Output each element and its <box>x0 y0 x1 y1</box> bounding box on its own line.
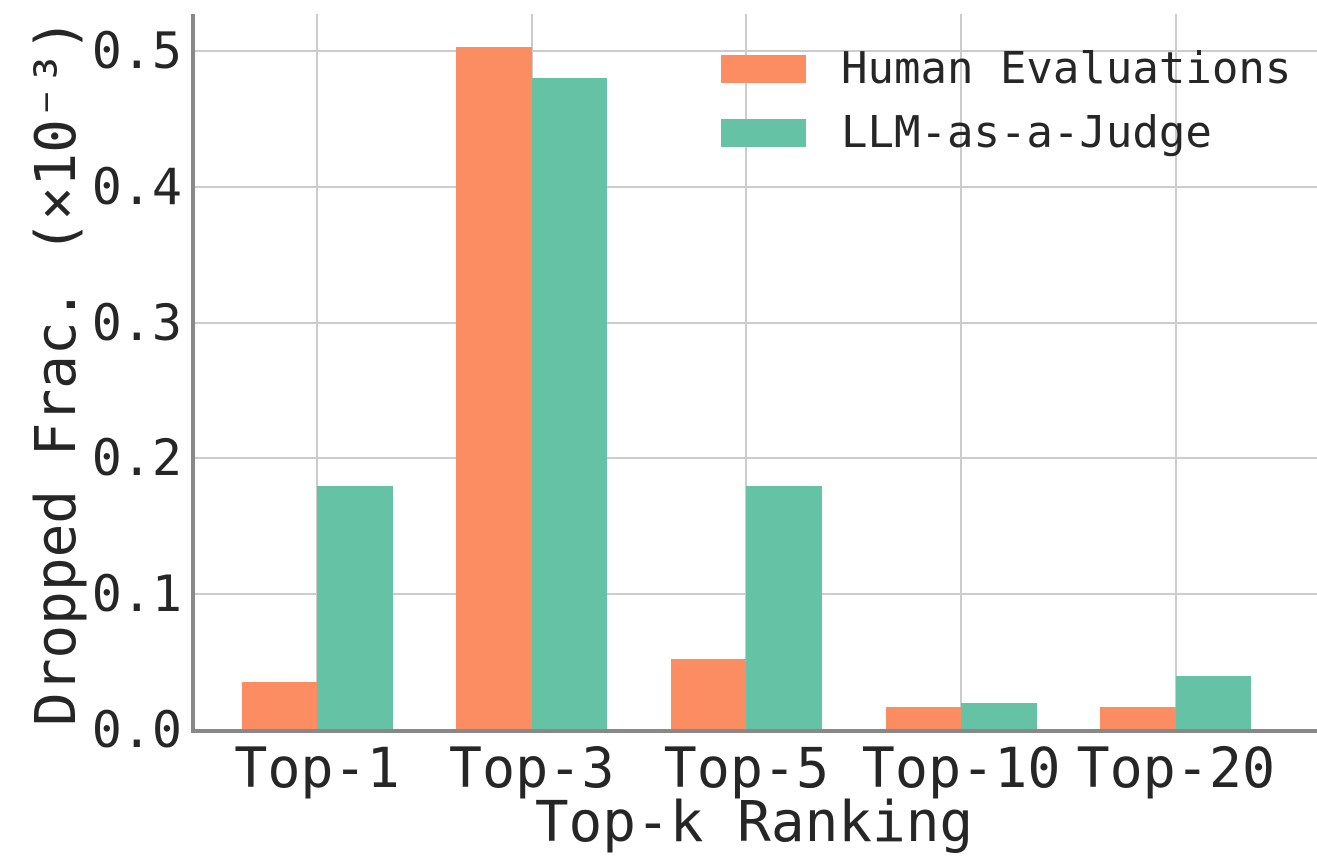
bar-human-evaluations-top-20 <box>1100 707 1176 730</box>
legend-swatch <box>721 55 806 83</box>
y-tick-label: 0.3 <box>91 293 182 352</box>
x-tick-label: Top-20 <box>1076 736 1276 800</box>
legend-swatch <box>721 119 806 147</box>
bar-human-evaluations-top-10 <box>885 707 962 730</box>
x-gridline <box>960 14 963 730</box>
x-axis-spine <box>191 729 1317 733</box>
y-tick-label: 0.5 <box>91 22 182 80</box>
y-tick-label: 0.2 <box>91 429 182 488</box>
bar-llm-as-a-judge-top-3 <box>531 78 608 730</box>
y-tick-label: 0.4 <box>91 157 182 216</box>
y-gridline <box>191 185 1317 188</box>
y-gridline <box>191 50 1317 52</box>
y-tick-label: 0.1 <box>91 565 182 624</box>
x-gridline <box>745 14 748 730</box>
bar-human-evaluations-top-3 <box>456 47 532 730</box>
x-axis-label: Top-k Ranking <box>534 790 974 855</box>
y-tick-label: 0.0 <box>91 701 182 759</box>
legend: Human Evaluations LLM-as-a-Judge <box>721 45 1291 157</box>
x-tick-label: Top-10 <box>861 736 1061 800</box>
bar-human-evaluations-top-5 <box>670 659 747 730</box>
bar-llm-as-a-judge-top-10 <box>961 703 1037 730</box>
bar-llm-as-a-judge-top-20 <box>1175 676 1252 730</box>
legend-label: Human Evaluations <box>841 43 1292 94</box>
y-gridline <box>191 457 1317 460</box>
bar-llm-as-a-judge-top-5 <box>746 486 822 730</box>
y-axis-label: Dropped Frac. (×10⁻³) <box>24 17 89 727</box>
legend-item-human-evaluations: Human Evaluations <box>721 45 1291 93</box>
y-axis-spine <box>191 14 195 733</box>
legend-item-llm-as-a-judge: LLM-as-a-Judge <box>721 109 1291 157</box>
bar-llm-as-a-judge-top-1 <box>317 486 393 730</box>
y-gridline <box>191 321 1317 324</box>
x-tick-label: Top-1 <box>234 736 400 800</box>
x-gridline <box>316 14 318 730</box>
bar-human-evaluations-top-1 <box>241 682 317 730</box>
x-gridline <box>1174 14 1177 730</box>
x-tick-label: Top-5 <box>663 736 830 800</box>
legend-label: LLM-as-a-Judge <box>841 107 1212 158</box>
x-tick-label: Top-3 <box>448 736 615 800</box>
